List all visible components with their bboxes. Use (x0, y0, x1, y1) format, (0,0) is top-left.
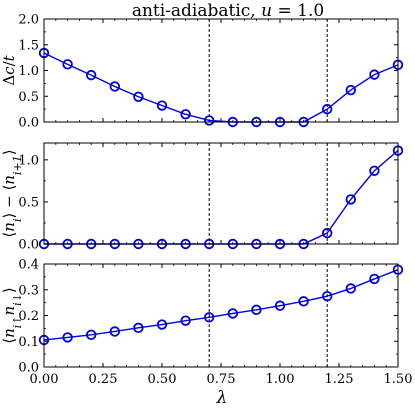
x-tick-label: 1.00 (266, 372, 295, 387)
ylabel-part: n (0, 328, 18, 338)
figure-title: anti-adiabatic, u = 1.0 (132, 1, 324, 21)
ylabel-part: i+1 (11, 155, 24, 175)
data-point (62, 59, 73, 70)
y-tick-label: 0.0 (18, 116, 39, 131)
ylabel-part: i↑ (11, 316, 24, 329)
y-tick-label: 2.0 (18, 13, 39, 28)
y-tick-label: 1.0 (18, 64, 39, 79)
data-point (109, 326, 121, 337)
ylabel-part: ⟩ − ⟨ (0, 185, 18, 219)
data-point (156, 100, 168, 111)
y-tick-label: 1.0 (18, 153, 39, 168)
series-line (43, 269, 399, 341)
data-point (369, 69, 380, 80)
panel-2: 0.00.51.0⟨ni⟩ − ⟨ni+1⟩ (0, 142, 404, 253)
x-tick-label: 0.25 (89, 372, 118, 387)
ylabel-part: ⟨ (0, 232, 18, 238)
y-tick-label: 0.0 (18, 238, 39, 253)
x-tick-label: 0.75 (207, 372, 236, 387)
ylabel-part: t (0, 54, 18, 61)
y-tick-label: 0.0 (18, 361, 39, 376)
panel-1: 0.0 0.5 1.0 1.5 2.0 Δc/t (0, 13, 404, 131)
x-axis-label: λ (216, 388, 228, 408)
ylabel-part: Δ (0, 75, 18, 86)
ylabel-part: ⟨ (0, 338, 18, 344)
data-point (369, 273, 380, 285)
y-axis-label: Δc/t (0, 54, 18, 85)
y-tick-label: 0.4 (18, 258, 39, 273)
ylabel-part: n (0, 306, 18, 316)
y-tick-label: 0.5 (18, 90, 39, 105)
ylabel-part: n (0, 175, 18, 185)
y-tick-label: 0.3 (18, 283, 39, 298)
data-point (133, 322, 144, 334)
data-point (369, 165, 380, 176)
data-point (62, 332, 73, 343)
plot-frame (43, 142, 399, 245)
data-point (109, 81, 121, 92)
data-point (274, 300, 286, 311)
y-tick-label: 0.5 (18, 195, 39, 210)
data-point (345, 194, 357, 205)
y-tick-label: 0.2 (18, 309, 39, 324)
data-point (322, 103, 333, 115)
data-point (180, 109, 191, 120)
data-point (251, 304, 262, 316)
data-point (322, 227, 333, 239)
ylabel-part: n (0, 222, 18, 232)
y-axis-label: ⟨ni↑ni↓⟩ (0, 287, 24, 344)
data-point (203, 115, 215, 126)
ylabel-part: / (0, 60, 18, 66)
data-point (85, 69, 97, 81)
x-tick-label: 0.50 (148, 372, 177, 387)
data-point (322, 290, 333, 302)
data-point (298, 296, 309, 307)
series-line (44, 150, 399, 245)
ylabel-part: c (0, 66, 18, 75)
data-point (345, 84, 357, 96)
x-tick-label: 1.25 (325, 372, 354, 387)
panel-3: 0.0 0.1 0.2 0.3 0.4 0.00 0.25 0.50 0.75 1.00 1.25 1… (0, 258, 412, 388)
data-point (203, 312, 215, 323)
ylabel-part: i↓ (11, 293, 24, 306)
data-point (156, 319, 168, 330)
ylabel-part: i (11, 219, 24, 223)
data-point (345, 283, 357, 294)
y-tick-label: 0.1 (18, 335, 39, 350)
y-axis-label: ⟨ni⟩ − ⟨ni+1⟩ (0, 149, 24, 237)
panels: 0.00.51.01.52.0Δc/t0.00.51.0⟨ni⟩ − ⟨ni+1… (0, 13, 412, 388)
series-line (43, 52, 399, 123)
ylabel-part: ⟩ (0, 149, 18, 155)
plot-frame (43, 263, 399, 368)
plot-frame (43, 18, 399, 123)
data-point (227, 308, 239, 319)
x-tick-label: 0.00 (30, 372, 59, 387)
data-point (85, 329, 97, 341)
data-point (133, 91, 144, 102)
y-tick-label: 1.5 (18, 38, 39, 53)
x-tick-label: 1.50 (384, 372, 413, 387)
ylabel-part: ⟩ (0, 287, 18, 293)
data-point (180, 315, 191, 326)
